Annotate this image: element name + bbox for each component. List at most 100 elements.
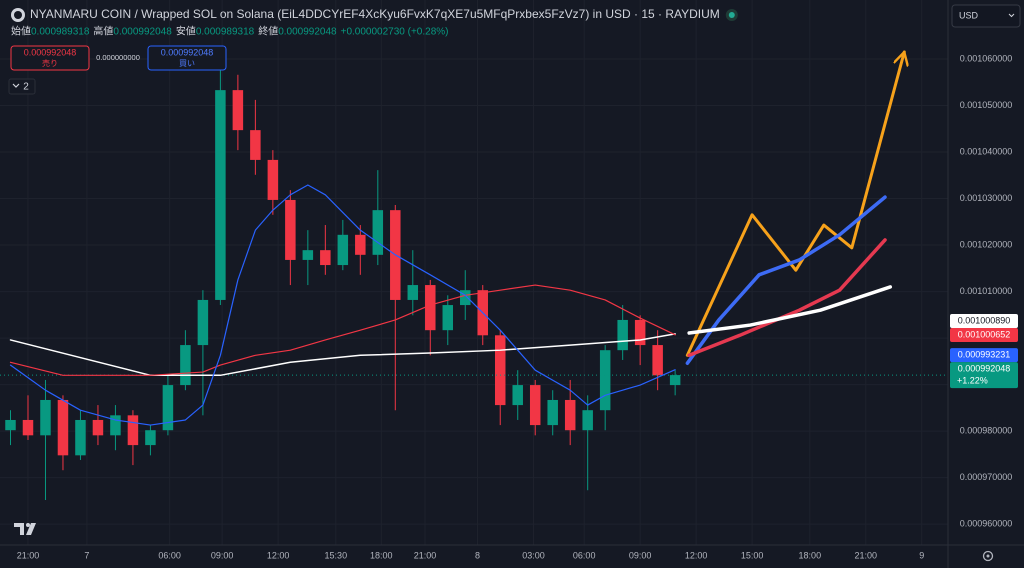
tv-logo-part	[26, 523, 30, 527]
candle-body	[337, 234, 349, 266]
sell-price[interactable]: 0.000992048	[24, 47, 77, 57]
header: NYANMARU COIN / Wrapped SOL on Solana (E…	[8, 4, 1021, 562]
candle-body	[250, 130, 261, 160]
y-tick-label: 0.001030000	[960, 193, 1013, 203]
candle-body	[267, 159, 279, 200]
x-tick-label: 03:00	[522, 550, 545, 560]
y-tick-label: 0.000960000	[960, 519, 1013, 529]
x-tick-label: 09:00	[629, 550, 652, 560]
candle-body	[162, 385, 174, 431]
x-tick-label: 15:30	[325, 550, 348, 560]
candle-body	[617, 319, 628, 351]
x-tick-label: 8	[475, 550, 480, 560]
candle-body	[110, 415, 121, 436]
candle-body	[599, 350, 611, 411]
y-tick-label: 0.001010000	[960, 286, 1013, 296]
price-label-box	[950, 348, 1018, 363]
chart-title: NYANMARU COIN / Wrapped SOL on Solana (E…	[30, 7, 720, 21]
price-label: 0.001000652	[958, 329, 1011, 339]
indicator-line	[9, 333, 676, 377]
ohlc-label: 始値	[11, 25, 31, 38]
sell-label[interactable]: 売り	[42, 58, 58, 68]
ohlc-label: 安値	[176, 25, 196, 38]
candle-body	[669, 375, 681, 386]
price-label-box	[950, 328, 1018, 343]
indicators-toggle[interactable]	[8, 78, 36, 95]
candle-body	[180, 345, 191, 386]
x-tick-label: 7	[84, 550, 89, 560]
price-label: 0.001000890	[958, 315, 1011, 325]
candle-body	[320, 250, 331, 266]
settings-gear[interactable]	[982, 550, 994, 562]
buy-label[interactable]: 買い	[179, 59, 195, 68]
buy-price[interactable]: 0.000992048	[161, 47, 214, 57]
ohlc-change: +0.000002730 (+0.28%)	[341, 27, 449, 38]
candle-body	[407, 285, 419, 300]
x-tick-label: 18:00	[370, 550, 393, 560]
settings-icon[interactable]	[982, 550, 994, 562]
tv-logo	[14, 523, 36, 535]
currency-label[interactable]: USD	[959, 10, 979, 20]
toggle-chevron	[12, 83, 20, 88]
ohlc-label: 高値	[93, 25, 113, 38]
indicator-line	[685, 195, 887, 365]
candle-body	[372, 210, 384, 255]
indicators-count[interactable]: 2	[23, 82, 29, 93]
symbol-logo-inner	[14, 11, 22, 19]
candle-body	[547, 399, 558, 426]
candle-body	[5, 419, 16, 431]
x-tick-label: 12:00	[685, 550, 708, 560]
candle-body	[582, 410, 593, 431]
candle-body	[285, 199, 296, 260]
ohlc-value: 0.000989318	[31, 27, 90, 38]
ohlc-value: 0.000992048	[113, 27, 172, 38]
settings-gear-center	[986, 554, 990, 558]
buy-button[interactable]	[147, 45, 227, 71]
candle-body	[529, 385, 541, 426]
candle-body	[652, 345, 663, 376]
indicator-line	[687, 238, 887, 358]
y-tick-label: 0.001040000	[960, 146, 1013, 156]
x-tick-label: 21:00	[414, 550, 437, 560]
candle-body	[145, 430, 156, 446]
x-tick-label: 12:00	[267, 550, 290, 560]
x-tick-label: 21:00	[17, 550, 40, 560]
price-label-box	[950, 314, 1018, 329]
price-label: 0.000993231	[958, 349, 1011, 359]
candle-body	[232, 90, 244, 131]
x-tick-label: 9	[919, 550, 924, 560]
x-tick-label: 18:00	[799, 550, 822, 560]
candle-body	[564, 399, 576, 431]
x-tick-label: 06:00	[158, 550, 181, 560]
y-tick-label: 0.001050000	[960, 100, 1013, 110]
candle-body	[302, 250, 314, 260]
candle-body	[494, 335, 506, 406]
y-tick-label: 0.001060000	[960, 53, 1013, 63]
y-tick-label: 0.001020000	[960, 239, 1013, 249]
candle-body	[355, 234, 366, 255]
indicator-line	[9, 184, 676, 426]
candle-body	[442, 305, 454, 331]
price-label-box	[950, 362, 1018, 389]
candle-body	[57, 399, 69, 456]
ohlc-value: 0.000992048	[278, 27, 337, 38]
x-tick-label: 09:00	[211, 550, 234, 560]
currency-chevron	[1008, 13, 1015, 18]
currency-dropdown[interactable]	[951, 4, 1021, 28]
plot-area	[0, 52, 948, 500]
candle-body	[92, 419, 104, 436]
tv-logo-part	[14, 523, 24, 535]
candle-body	[425, 285, 436, 331]
indicator-line	[9, 284, 676, 376]
ohlc-value: 0.000989318	[196, 27, 255, 38]
sell-button[interactable]	[10, 45, 90, 71]
candle-body	[197, 299, 209, 346]
spread: 0.000000000	[96, 53, 140, 62]
candle-body	[127, 415, 139, 446]
candle-body	[215, 90, 226, 300]
ohlc-label: 終値	[258, 25, 278, 38]
price-label: 0.000992048	[958, 363, 1011, 373]
market-status-dot	[728, 12, 735, 18]
